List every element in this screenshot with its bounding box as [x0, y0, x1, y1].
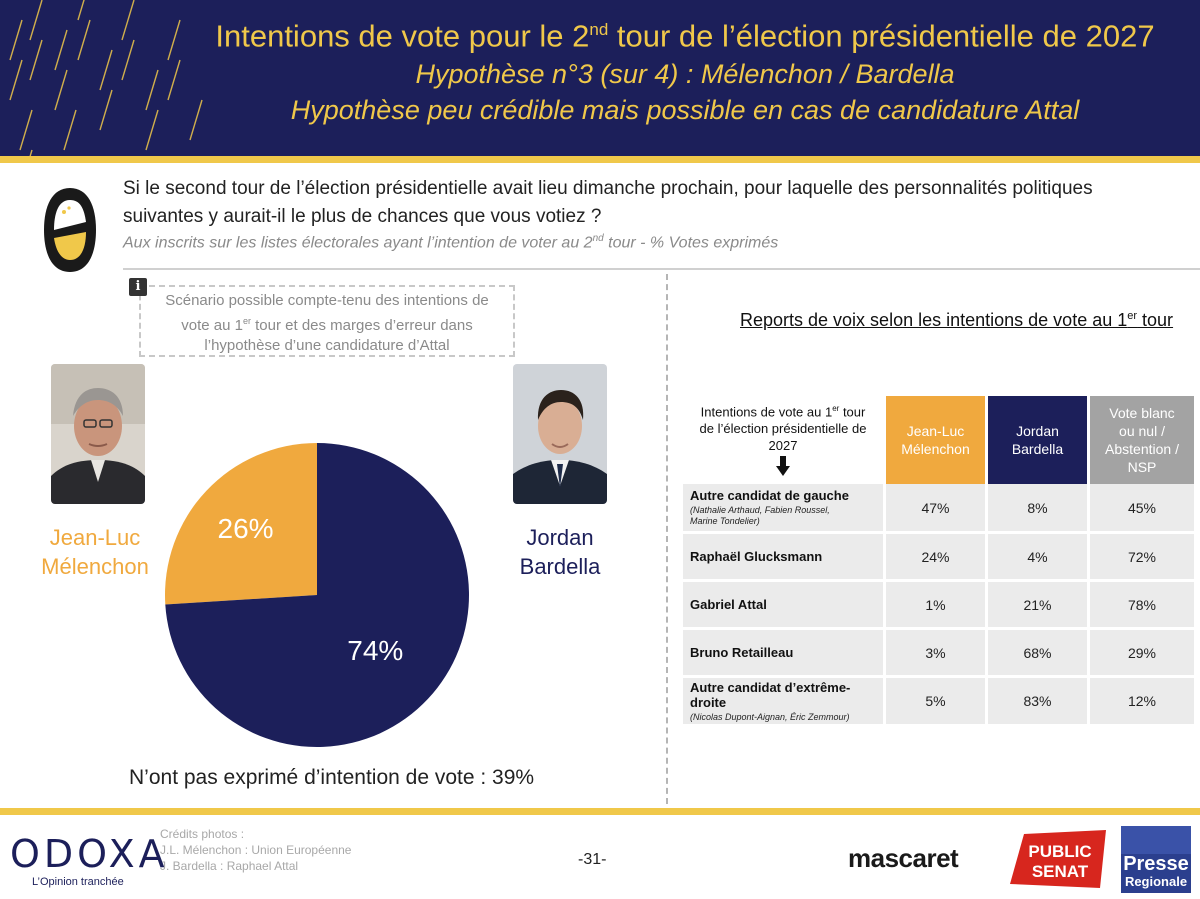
down-arrow-icon [776, 456, 790, 477]
table-cell: 1% [886, 582, 985, 627]
column-header-bardella: Jordan Bardella [988, 396, 1087, 484]
table-row: Autre candidat de gauche (Nathalie Artha… [683, 484, 1194, 531]
table-cell: 47% [886, 484, 985, 531]
odoxa-emblem-icon [44, 188, 96, 272]
table-row: Autre candidat d’extrême-droite (Nicolas… [683, 678, 1194, 724]
table-cell: 29% [1090, 630, 1194, 675]
header-banner: Intentions de vote pour le 2nd tour de l… [0, 0, 1200, 156]
row-label: Raphaël Glucksmann [690, 549, 823, 564]
table-cell: 8% [988, 484, 1087, 531]
table-cell: 83% [988, 678, 1087, 724]
row-detail: (Nicolas Dupont-Aignan, Éric Zemmour) [690, 711, 850, 722]
page-subtitle-hypothesis: Hypothèse n°3 (sur 4) : Mélenchon / Bard… [415, 59, 955, 90]
row-label: Autre candidat de gauche [690, 488, 849, 503]
pie-slice [165, 443, 469, 747]
mascaret-logo: mascaret [848, 843, 959, 873]
row-detail: (Nathalie Arthaud, Fabien Roussel, [690, 505, 830, 515]
table-row-header: Intentions de vote au 1er tour de l’élec… [683, 400, 883, 484]
scenario-info-box: Scénario possible compte-tenu des intent… [139, 285, 515, 357]
public-senat-line2: SENAT [1032, 862, 1089, 881]
candidate-label-melenchon: Jean-Luc Mélenchon [41, 525, 149, 579]
table-cell: 5% [886, 678, 985, 724]
pie-data-label: 26% [218, 513, 274, 544]
row-label: Autre candidat d’extrême-droite [690, 679, 851, 710]
section-divider [123, 268, 1200, 270]
vertical-dashed-divider [666, 274, 668, 804]
info-icon: i [129, 278, 147, 296]
footer-gold-stripe [0, 808, 1200, 815]
page-subtitle-note: Hypothèse peu crédible mais possible en … [290, 95, 1080, 126]
bardella-photo [513, 364, 607, 504]
presse-line1: Presse [1123, 853, 1189, 875]
melenchon-photo [51, 364, 145, 504]
table-cell: 12% [1090, 678, 1194, 724]
public-senat-line1: PUBLIC [1028, 842, 1091, 861]
pie-slice [165, 443, 317, 605]
row-label: Bruno Retailleau [690, 645, 794, 660]
column-header-melenchon: Jean-Luc Mélenchon [886, 396, 985, 484]
table-cell: 21% [988, 582, 1087, 627]
table-cell: 3% [886, 630, 985, 675]
public-senat-logo: PUBLIC SENAT [1010, 830, 1106, 888]
no-intention-note: N’ont pas exprimé d’intention de vote : … [129, 766, 535, 789]
table-cell: 72% [1090, 534, 1194, 579]
row-label: Gabriel Attal [690, 597, 767, 612]
survey-question: Si le second tour de l’élection présiden… [123, 178, 1093, 227]
table-cell: 24% [886, 534, 985, 579]
table-cell: 4% [988, 534, 1087, 579]
odoxa-logo: ODOXA [10, 832, 169, 876]
header-gold-stripe [0, 156, 1200, 163]
column-header-blank-abstention: Vote blanc ou nul / Abstention / NSP [1090, 396, 1194, 484]
table-row: Bruno Retailleau 3% 68% 29% [683, 630, 1194, 675]
vote-transfer-table-title: Reports de voix selon les intentions de … [740, 310, 1174, 330]
candidate-label-bardella: Jordan Bardella [519, 525, 601, 579]
odoxa-tagline: L’Opinion tranchée [32, 876, 124, 888]
table-row: Raphaël Glucksmann 24% 4% 72% [683, 534, 1194, 579]
table-cell: 68% [988, 630, 1087, 675]
table-cell: 45% [1090, 484, 1194, 531]
survey-base-note: Aux inscrits sur les listes électorales … [123, 233, 779, 252]
photo-credits: Crédits photos : J.L. Mélenchon : Union … [160, 827, 352, 873]
page-title: Intentions de vote pour le 2nd tour de l… [215, 18, 1155, 54]
row-detail: Marine Tondelier) [690, 516, 760, 526]
table-cell: 78% [1090, 582, 1194, 627]
table-row: Gabriel Attal 1% 21% 78% [683, 582, 1194, 627]
presse-regionale-logo: Presse Regionale [1121, 826, 1191, 893]
pie-data-label: 74% [347, 635, 403, 666]
decorative-lines-pattern [9, 0, 203, 156]
vote-intention-pie-chart: 26% 74% [165, 443, 469, 747]
page-number: -31- [578, 851, 607, 868]
presse-line2: Regionale [1125, 874, 1187, 889]
